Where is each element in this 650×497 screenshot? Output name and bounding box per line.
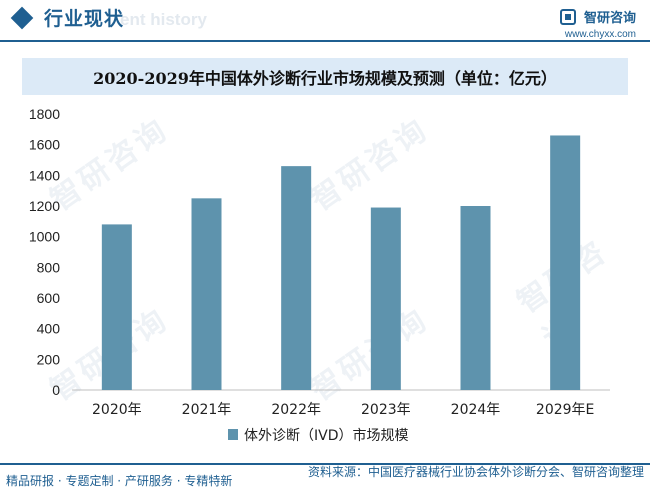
brand-name: 智研咨询 xyxy=(583,11,636,26)
bar xyxy=(281,166,312,390)
diamond-icon xyxy=(10,6,34,30)
section-title: 行业现状 xyxy=(44,8,125,30)
chart-title: 2020-2029年中国体外诊断行业市场规模及预测（单位：亿元） xyxy=(93,68,557,88)
footer-tagline: 精品研报 · 专题定制 · 产研服务 · 专精特新 xyxy=(6,474,233,488)
x-tick-label: 2023年 xyxy=(361,402,411,418)
section-subtitle-ghost: ent history xyxy=(120,10,207,29)
bar-chart: 0 200 400 600 800 1000 1200 1400 1600 1800 2020年 20… xyxy=(29,106,610,444)
bar xyxy=(191,198,222,390)
y-tick-label: 1600 xyxy=(29,137,60,153)
legend-label: 体外诊断（IVD）市场规模 xyxy=(244,427,409,444)
brand: 智研咨询 www.chyxx.com xyxy=(559,6,636,40)
header: 行业现状 ent history 智研咨询 www.chyxx.com xyxy=(0,0,650,44)
chart-title-box: 2020-2029年中国体外诊断行业市场规模及预测（单位：亿元） xyxy=(22,58,628,95)
y-tick-label: 1800 xyxy=(29,106,60,122)
bar xyxy=(370,207,401,390)
y-tick-label: 1200 xyxy=(29,198,60,214)
legend-swatch xyxy=(228,429,238,440)
bar xyxy=(460,206,491,390)
y-tick-label: 400 xyxy=(37,321,61,337)
y-tick-label: 600 xyxy=(37,290,61,306)
x-tick-label: 2020年 xyxy=(92,402,142,418)
x-tick-label: 2024年 xyxy=(451,402,501,418)
y-tick-label: 800 xyxy=(37,259,61,275)
x-tick-label: 2029年E xyxy=(536,402,594,418)
y-tick-label: 1000 xyxy=(29,229,60,245)
y-tick-label: 1400 xyxy=(29,167,60,183)
bar xyxy=(550,135,581,390)
footer-source: 资料来源：中国医疗器械行业协会体外诊断分会、智研咨询整理 xyxy=(307,465,644,479)
bar xyxy=(101,224,132,390)
brand-url: www.chyxx.com xyxy=(564,29,636,40)
footer: 精品研报 · 专题定制 · 产研服务 · 专精特新 资料来源：中国医疗器械行业协… xyxy=(0,463,650,497)
y-tick-label: 200 xyxy=(37,351,61,367)
footer-divider xyxy=(0,463,650,465)
header-divider xyxy=(0,40,650,42)
y-tick-label: 0 xyxy=(52,382,60,398)
brand-logo-icon xyxy=(559,8,576,25)
x-tick-label: 2022年 xyxy=(271,402,321,418)
x-tick-label: 2021年 xyxy=(182,402,232,418)
